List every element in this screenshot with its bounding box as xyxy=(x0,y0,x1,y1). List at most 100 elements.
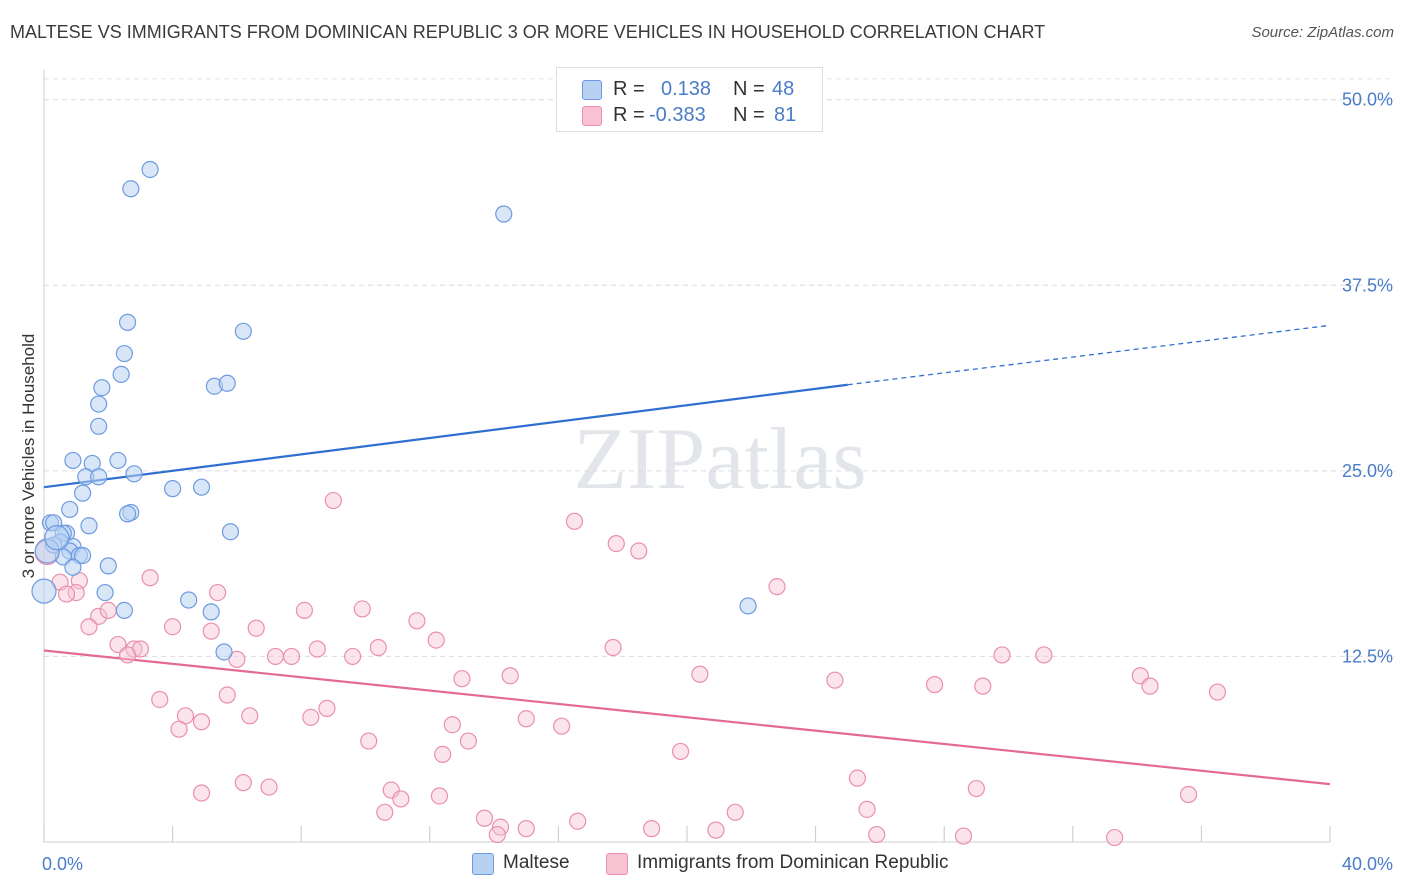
point-dominican xyxy=(57,585,76,603)
point-dominican xyxy=(434,745,452,764)
point-maltese xyxy=(164,480,182,498)
point-dominican xyxy=(228,650,246,668)
point-maltese xyxy=(234,322,252,340)
point-dominican xyxy=(993,646,1011,664)
point-maltese xyxy=(99,557,117,575)
point-dominican xyxy=(125,640,143,658)
point-maltese xyxy=(64,451,82,470)
point-dominican xyxy=(858,800,876,818)
point-dominican xyxy=(707,821,725,839)
point-dominican xyxy=(1035,646,1053,664)
point-maltese xyxy=(73,484,92,502)
point-dominican xyxy=(671,742,690,761)
point-maltese xyxy=(202,603,220,621)
point-maltese xyxy=(112,365,130,383)
point-dominican xyxy=(392,790,410,808)
point-maltese xyxy=(93,379,111,397)
point-dominican xyxy=(266,647,285,666)
point-maltese xyxy=(739,597,757,615)
point-maltese xyxy=(118,313,137,331)
point-dominican xyxy=(408,612,426,630)
point-maltese xyxy=(180,591,198,609)
point-dominican xyxy=(1208,683,1227,701)
tick-labels: 12.5% 25.0% 37.5% 50.0% 0.0% 40.0% xyxy=(42,90,1393,874)
point-maltese xyxy=(495,205,513,223)
point-dominican xyxy=(164,618,182,636)
point-dominican xyxy=(967,779,985,798)
legend-n-value: 48 xyxy=(772,78,795,100)
trend-lines xyxy=(43,324,1331,786)
point-maltese xyxy=(115,601,133,620)
point-dominican xyxy=(202,622,220,640)
point-maltese xyxy=(218,374,236,392)
point-maltese xyxy=(96,583,114,602)
point-dominican xyxy=(459,732,477,750)
watermark: ZIPatlas xyxy=(573,411,866,508)
point-dominican xyxy=(517,820,535,838)
point-dominican xyxy=(553,717,571,735)
point-dominican xyxy=(318,699,336,717)
point-dominican xyxy=(501,667,519,685)
point-maltese xyxy=(125,465,143,483)
point-dominican xyxy=(726,803,744,821)
point-maltese xyxy=(192,478,211,496)
point-dominican xyxy=(369,638,387,657)
legend-r-label: R = xyxy=(613,104,645,126)
grid-lines xyxy=(44,78,1395,657)
point-dominican xyxy=(99,601,117,620)
point-dominican xyxy=(324,491,342,510)
legend-n-value: 81 xyxy=(774,104,797,126)
point-dominican xyxy=(691,665,709,683)
y-tick-label: 50.0% xyxy=(1342,90,1393,110)
y-tick-label: 25.0% xyxy=(1342,461,1393,481)
source-label: Source: ZipAtlas.com xyxy=(1251,24,1394,41)
point-dominican xyxy=(475,809,494,827)
point-dominican xyxy=(630,542,648,560)
point-dominican xyxy=(234,774,252,792)
point-maltese xyxy=(122,180,140,198)
legend-r-label: R = xyxy=(613,78,645,100)
point-dominican xyxy=(170,720,188,738)
point-dominican xyxy=(247,619,265,637)
x-tick-label: 0.0% xyxy=(42,854,83,874)
y-tick-label: 12.5% xyxy=(1342,646,1393,666)
point-dominican xyxy=(569,812,587,830)
point-dominican xyxy=(218,686,236,704)
point-dominican xyxy=(607,534,625,553)
point-maltese xyxy=(115,344,133,363)
point-dominican xyxy=(282,647,301,666)
point-dominican xyxy=(1105,828,1124,847)
bottom-legend-label: Maltese xyxy=(503,852,570,873)
point-dominican xyxy=(376,803,394,821)
chart-title: MALTESE VS IMMIGRANTS FROM DOMINICAN REP… xyxy=(10,22,1046,42)
legend-r-value: 0.138 xyxy=(661,78,712,100)
stats-legend: R = 0.138 N = 48 R = -0.383 N = 81 xyxy=(556,67,823,132)
point-dominican xyxy=(141,569,159,587)
point-dominican xyxy=(453,670,471,688)
point-dominican xyxy=(974,677,992,695)
axes xyxy=(43,70,1331,843)
point-maltese xyxy=(64,558,82,576)
trend-line-maltese-extension xyxy=(847,324,1331,386)
point-maltese xyxy=(141,160,159,179)
point-dominican xyxy=(826,671,844,689)
point-maltese xyxy=(90,395,108,413)
point-dominican xyxy=(260,778,278,796)
point-maltese xyxy=(90,468,108,486)
point-dominican xyxy=(430,787,449,805)
bottom-legend-label: Immigrants from Dominican Republic xyxy=(637,852,949,873)
point-dominican xyxy=(241,707,259,725)
point-dominican xyxy=(1141,677,1159,695)
point-dominican xyxy=(80,618,98,636)
point-dominican xyxy=(868,825,886,844)
legend-n-label: N = xyxy=(733,104,765,126)
point-maltese xyxy=(73,546,92,565)
point-dominican xyxy=(1179,785,1198,804)
point-dominican xyxy=(308,640,326,658)
point-dominican xyxy=(848,769,866,787)
point-dominican xyxy=(295,601,314,620)
point-maltese xyxy=(80,517,98,535)
x-tick-label: 40.0% xyxy=(1342,854,1393,874)
point-dominican xyxy=(353,600,371,618)
y-tick-label: 37.5% xyxy=(1342,275,1393,295)
